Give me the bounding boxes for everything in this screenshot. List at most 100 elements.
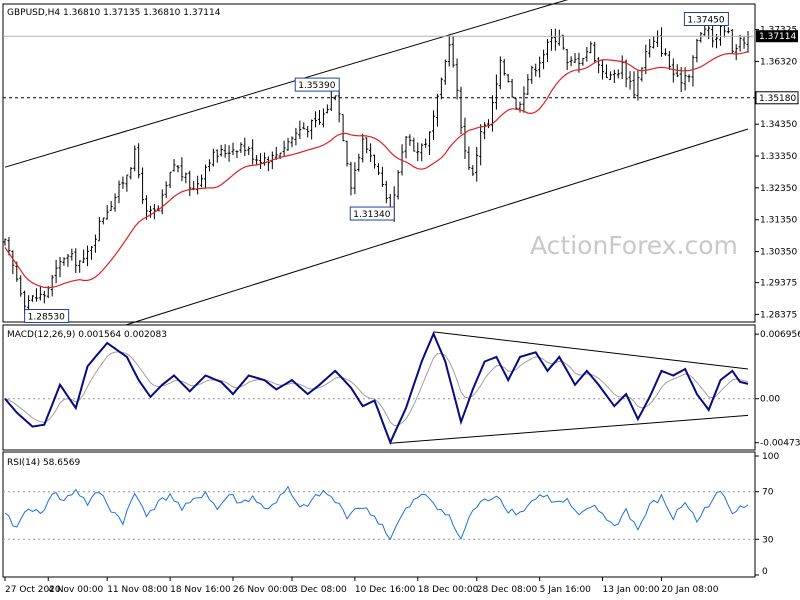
ohlc-bar [726,27,730,34]
ohlc-bar [612,69,616,83]
moving-average-path [4,50,749,289]
ohlc-bar [341,114,345,142]
ohlc-bar [604,64,608,79]
ohlc-bar [573,53,577,64]
ohlc-bar [255,155,259,165]
ohlc-bar [581,57,585,66]
ohlc-bar [546,38,550,62]
ohlc-bar [207,159,211,172]
ohlc-bar [514,97,518,110]
ohlc-bar [58,256,62,278]
rsi-tick-label: 30 [762,535,774,545]
ohlc-bar [211,148,215,167]
ohlc-bar [247,146,251,156]
ohlc-bar [89,246,93,260]
macd-panel: 0.006956 0.00 -0.004736 MACD(12,26,9) 0.00… [2,324,800,451]
ohlc-bar [439,77,443,100]
ohlc-bar [168,171,172,189]
annotation-box [294,77,340,92]
ohlc-bar [215,149,219,163]
channel-lower-line [4,128,749,364]
ohlc-bar [34,288,38,302]
time-tick-label: 18 Dec 00:00 [418,585,479,595]
ohlc-bar [648,39,652,58]
ohlc-bar [243,137,247,157]
ohlc-bar [298,120,302,139]
macd-axis: 0.006956 0.00 -0.004736 [755,330,800,449]
ohlc-bar [699,31,703,43]
ohlc-bar [667,51,671,70]
ohlc-bar [608,71,612,80]
ohlc-bar [695,38,699,63]
ohlc-bar [38,285,42,301]
ohlc-bar [62,257,66,266]
watermark: ActionForex.com [530,231,738,260]
ohlc-bar [526,74,530,96]
time-tick-label: 13 Jan 00:00 [603,585,660,595]
ohlc-bar [42,290,46,304]
ohlc-bar [569,56,573,67]
macd-tick-label: -0.004736 [760,439,800,449]
ohlc-bar [113,193,117,212]
ohlc-bar [483,122,487,140]
price-annotation: 1.31340 [349,206,395,221]
macd-tick-label: 0.006956 [760,330,800,340]
ohlc-bar [730,28,734,55]
ohlc-bar [203,164,207,189]
ohlc-bar [188,170,192,197]
rsi-line [4,485,749,541]
ohlc-bar [219,144,223,157]
ohlc-bar [628,71,632,90]
ohlc-bar [636,69,640,101]
ohlc-bar [117,180,121,204]
ohlc-bar [734,44,738,61]
ohlc-bar [101,217,105,225]
price-annotations: 1.37450 1.35390 1.31340 1.28530 [24,12,729,323]
ohlc-bar [329,88,333,111]
ohlc-bar [357,153,361,172]
ohlc-bar [176,164,180,173]
current-price-marker: 1.37114 [756,30,798,42]
ohlc-bar [640,67,644,82]
annotation-label: 1.35390 [298,81,335,91]
ohlc-bar [691,55,695,87]
ohlc-bar [227,145,231,162]
ohlc-bar [290,136,294,148]
time-tick-label: 11 Nov 08:00 [107,585,168,595]
ohlc-bar [121,176,125,189]
ohlc-bar [239,142,243,153]
ohlc-bar [522,86,526,113]
ohlc-bar [384,180,388,204]
ohlc-bar [145,195,149,220]
rsi-tick-label: 100 [762,452,779,462]
macd-triangle [390,331,749,444]
level-price-label: 1.35180 [759,94,796,104]
price-tick-label: 1.29375 [760,279,797,289]
ohlc-bar [19,275,23,297]
moving-average-line [4,50,749,289]
ohlc-bar [31,295,35,302]
ohlc-bar [54,259,58,284]
price-tick-label: 1.34350 [760,120,797,130]
ohlc-bar [376,163,380,176]
ohlc-bar [455,58,459,100]
ohlc-bar [294,127,298,146]
ohlc-bar [373,154,377,169]
ohlc-bar [172,159,176,172]
ohlc-bar [518,101,522,113]
ohlc-bar [86,245,90,267]
ohlc-bar [624,59,628,88]
ohlc-bar [152,204,156,220]
ohlc-bar [310,119,314,140]
time-tick-label: 10 Dec 16:00 [355,585,416,595]
ohlc-bar [707,26,711,40]
ohlc-bar [404,136,408,159]
annotation-box [683,12,729,27]
annotation-label: 1.31340 [353,210,390,220]
ohlc-bar [542,49,546,70]
ohlc-bar [306,126,310,138]
annotation-box [349,206,395,221]
macd-triangle-upper-line [433,331,749,370]
ohlc-bar [435,93,439,127]
ohlc-bar [148,205,152,218]
